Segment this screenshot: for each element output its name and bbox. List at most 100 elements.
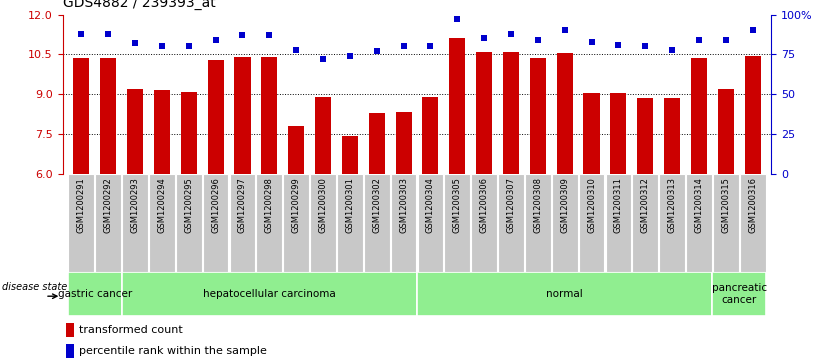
Text: GSM1200311: GSM1200311 (614, 177, 623, 233)
Bar (610, 93, 626, 174)
Point (746, 28, 759, 33)
Text: GDS4882 / 239393_at: GDS4882 / 239393_at (63, 0, 215, 10)
Point (692, 37, 706, 43)
FancyBboxPatch shape (525, 174, 550, 272)
FancyBboxPatch shape (122, 174, 148, 272)
Point (558, 28, 571, 33)
FancyBboxPatch shape (605, 174, 631, 272)
Bar (369, 113, 384, 174)
Text: GSM1200295: GSM1200295 (184, 177, 193, 233)
FancyBboxPatch shape (122, 272, 417, 316)
Bar (584, 93, 600, 174)
Point (263, 32, 276, 38)
Text: normal: normal (546, 289, 583, 299)
Bar (664, 98, 681, 174)
Text: GSM1200299: GSM1200299 (292, 177, 301, 233)
Text: GSM1200310: GSM1200310 (587, 177, 596, 233)
Point (344, 53, 357, 59)
FancyBboxPatch shape (632, 174, 658, 272)
Bar (288, 126, 304, 174)
Bar (208, 60, 224, 174)
Text: transformed count: transformed count (78, 325, 183, 335)
Bar (153, 90, 170, 174)
FancyBboxPatch shape (95, 174, 121, 272)
FancyBboxPatch shape (712, 272, 766, 316)
Point (182, 44, 195, 49)
FancyBboxPatch shape (659, 174, 685, 272)
FancyBboxPatch shape (176, 174, 202, 272)
Text: GSM1200302: GSM1200302 (372, 177, 381, 233)
Text: hepatocellular carcinoma: hepatocellular carcinoma (203, 289, 336, 299)
Text: disease state: disease state (2, 282, 67, 293)
Bar (395, 112, 412, 174)
Point (611, 42, 625, 48)
FancyBboxPatch shape (713, 174, 739, 272)
Bar (637, 98, 653, 174)
Text: GSM1200300: GSM1200300 (319, 177, 328, 233)
Bar (181, 92, 197, 174)
Text: gastric cancer: gastric cancer (58, 289, 132, 299)
FancyBboxPatch shape (552, 174, 578, 272)
FancyBboxPatch shape (740, 174, 766, 272)
Text: GSM1200307: GSM1200307 (506, 177, 515, 233)
Text: GSM1200314: GSM1200314 (695, 177, 703, 233)
Point (155, 44, 168, 49)
Bar (66, 344, 74, 358)
Bar (66, 323, 74, 337)
Bar (556, 53, 573, 174)
Point (585, 39, 598, 45)
Text: GSM1200315: GSM1200315 (721, 177, 731, 233)
Text: GSM1200303: GSM1200303 (399, 177, 408, 233)
Bar (100, 58, 116, 174)
FancyBboxPatch shape (390, 174, 416, 272)
Point (370, 48, 384, 54)
FancyBboxPatch shape (418, 174, 444, 272)
FancyBboxPatch shape (203, 174, 229, 272)
FancyBboxPatch shape (364, 174, 389, 272)
Text: GSM1200316: GSM1200316 (748, 177, 757, 233)
Bar (530, 58, 546, 174)
Text: GSM1200292: GSM1200292 (103, 177, 113, 233)
FancyBboxPatch shape (417, 272, 712, 316)
Bar (476, 52, 492, 174)
Bar (691, 58, 707, 174)
Point (236, 32, 249, 38)
FancyBboxPatch shape (579, 174, 605, 272)
FancyBboxPatch shape (471, 174, 497, 272)
Point (75, 31, 88, 37)
Point (450, 16, 464, 22)
Point (639, 44, 652, 49)
Text: GSM1200296: GSM1200296 (211, 177, 220, 233)
Bar (503, 52, 519, 174)
Point (289, 47, 303, 53)
Point (531, 37, 545, 43)
Text: GSM1200309: GSM1200309 (560, 177, 569, 233)
FancyBboxPatch shape (284, 174, 309, 272)
FancyBboxPatch shape (337, 174, 363, 272)
Text: GSM1200313: GSM1200313 (667, 177, 676, 233)
FancyBboxPatch shape (229, 174, 255, 272)
Text: GSM1200293: GSM1200293 (131, 177, 139, 233)
FancyBboxPatch shape (686, 174, 712, 272)
FancyBboxPatch shape (68, 174, 94, 272)
Text: GSM1200304: GSM1200304 (426, 177, 435, 233)
Bar (127, 89, 143, 174)
Text: GSM1200306: GSM1200306 (480, 177, 489, 233)
Bar (450, 38, 465, 174)
Text: GSM1200298: GSM1200298 (265, 177, 274, 233)
FancyBboxPatch shape (498, 174, 524, 272)
Point (316, 56, 329, 62)
Bar (745, 56, 761, 174)
Bar (261, 57, 278, 174)
Bar (315, 97, 331, 174)
Point (666, 47, 679, 53)
Point (209, 37, 223, 43)
Point (477, 36, 490, 41)
Bar (718, 89, 734, 174)
Point (128, 40, 142, 46)
Text: GSM1200305: GSM1200305 (453, 177, 462, 233)
Text: GSM1200294: GSM1200294 (158, 177, 167, 233)
Point (719, 37, 732, 43)
Text: GSM1200308: GSM1200308 (533, 177, 542, 233)
Bar (73, 58, 89, 174)
